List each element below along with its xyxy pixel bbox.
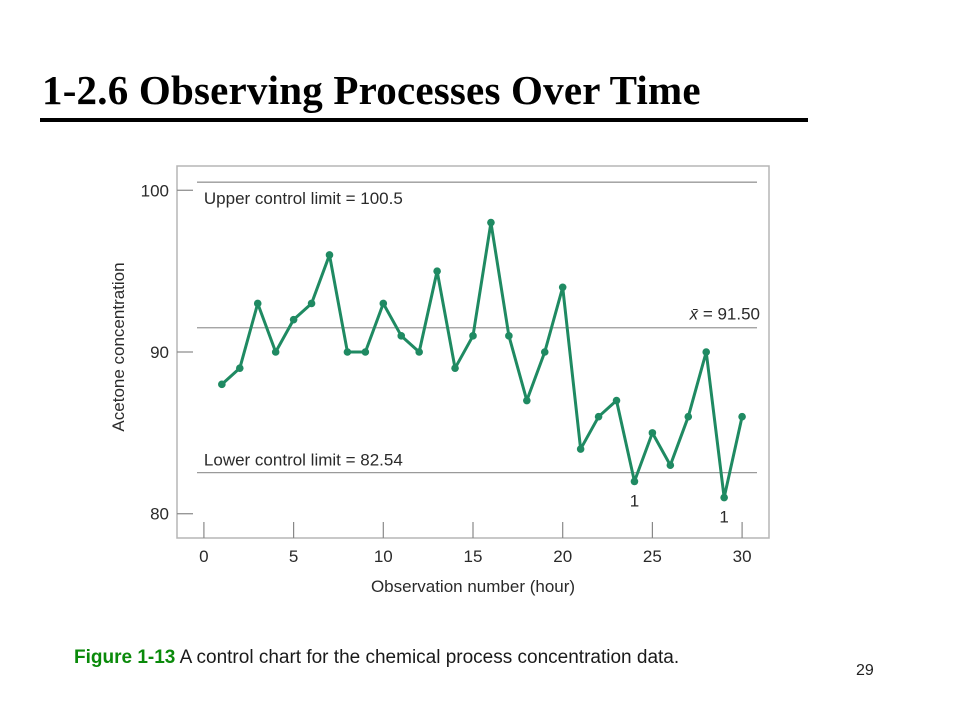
data-point	[469, 332, 477, 340]
title-underline	[40, 118, 808, 122]
x-tick-label: 15	[464, 547, 483, 566]
data-point	[379, 299, 388, 308]
data-point	[630, 477, 639, 486]
x-tick-label: 5	[289, 547, 298, 566]
data-point	[289, 315, 298, 324]
data-point	[451, 364, 459, 372]
y-tick-label: 80	[150, 505, 169, 524]
data-point	[666, 461, 675, 470]
reference-label: x̄ = 91.50	[689, 305, 760, 324]
x-tick-label: 20	[553, 547, 572, 566]
x-axis-label: Observation number (hour)	[371, 577, 575, 596]
point-annotation: 1	[630, 491, 639, 510]
x-tick-label: 10	[374, 547, 393, 566]
y-tick-label: 90	[150, 343, 169, 362]
data-point	[648, 429, 657, 437]
data-point	[433, 267, 441, 275]
y-tick-label: 100	[141, 181, 169, 200]
data-point	[271, 348, 280, 356]
data-point	[253, 299, 262, 308]
data-point	[415, 348, 423, 356]
y-axis-label: Acetone concentration	[109, 262, 128, 431]
data-point	[576, 445, 585, 453]
data-point	[702, 348, 711, 356]
series-line	[220, 221, 744, 500]
data-point	[720, 493, 728, 502]
control-chart: Upper control limit = 100.5 x̄ = 91.50 Low…	[109, 165, 770, 596]
data-point	[540, 348, 549, 356]
data-point	[218, 380, 226, 389]
plot-frame	[176, 165, 770, 539]
reference-label: Upper control limit = 100.5	[204, 189, 403, 208]
data-point	[505, 332, 513, 340]
reference-label: Lower control limit = 82.54	[204, 451, 403, 470]
x-tick-label: 25	[643, 547, 662, 566]
x-tick-label: 0	[199, 547, 208, 566]
data-point	[487, 218, 495, 227]
data-point	[397, 332, 406, 340]
data-point	[361, 348, 370, 356]
data-point	[594, 412, 603, 421]
data-point	[343, 348, 352, 356]
data-point	[523, 396, 531, 405]
slide-number: 29	[856, 662, 874, 679]
x-tick-label: 30	[733, 547, 752, 566]
figure-caption-text: A control chart for the chemical process…	[175, 647, 680, 668]
data-point	[235, 364, 244, 372]
data-point	[684, 412, 693, 421]
figure-caption: Figure 1-13 A control chart for the chem…	[74, 644, 874, 671]
data-point	[325, 251, 334, 259]
data-point	[558, 283, 567, 292]
data-point	[738, 412, 746, 421]
figure-label: Figure 1-13	[74, 647, 176, 668]
slide-title: 1-2.6 Observing Processes Over Time	[42, 67, 701, 113]
data-point	[307, 299, 316, 308]
data-point	[612, 396, 621, 405]
point-annotation: 1	[719, 508, 728, 527]
